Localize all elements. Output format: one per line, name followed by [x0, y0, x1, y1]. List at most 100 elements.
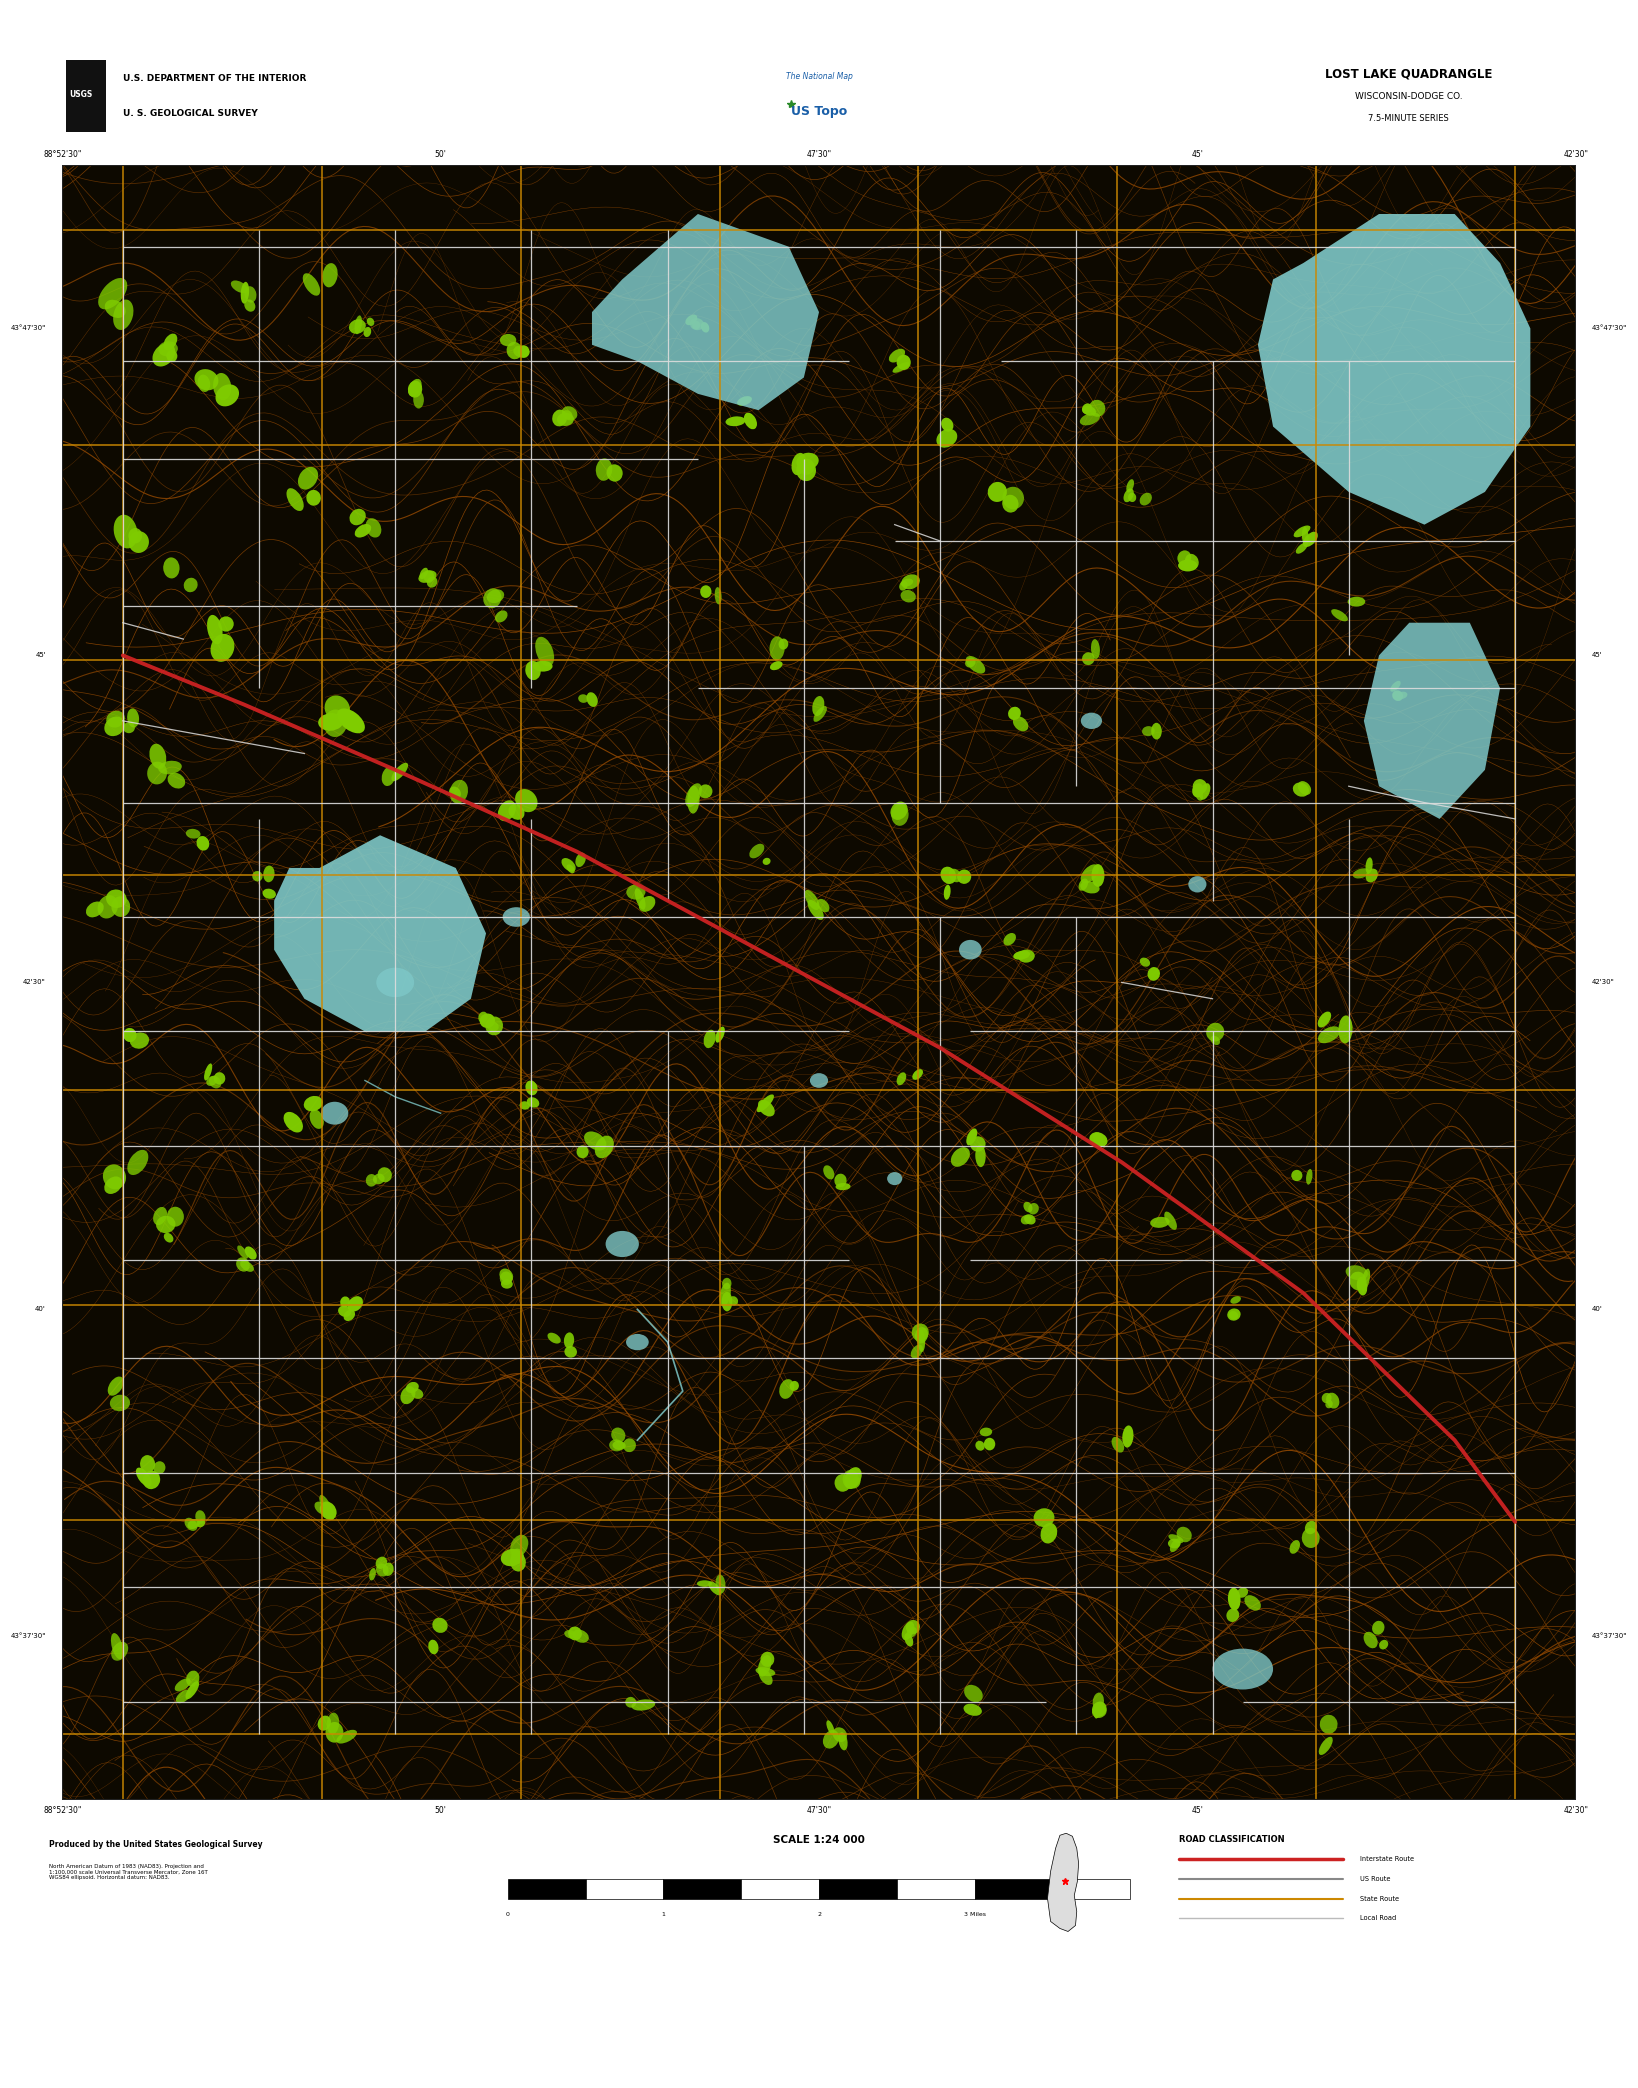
Ellipse shape — [606, 464, 622, 482]
Ellipse shape — [988, 482, 1007, 501]
Ellipse shape — [244, 1247, 257, 1259]
Ellipse shape — [719, 1282, 731, 1307]
Ellipse shape — [143, 1470, 161, 1489]
Ellipse shape — [626, 885, 645, 900]
Ellipse shape — [1014, 950, 1030, 960]
Ellipse shape — [252, 871, 262, 881]
Ellipse shape — [1210, 1036, 1220, 1046]
Text: USGS: USGS — [69, 90, 92, 98]
Ellipse shape — [106, 710, 124, 727]
Ellipse shape — [187, 1518, 200, 1528]
Ellipse shape — [241, 1261, 254, 1272]
Ellipse shape — [98, 278, 128, 309]
Ellipse shape — [636, 887, 645, 910]
Ellipse shape — [714, 587, 722, 603]
Ellipse shape — [501, 1549, 523, 1566]
Ellipse shape — [323, 263, 337, 288]
Ellipse shape — [164, 1232, 174, 1242]
Ellipse shape — [562, 858, 575, 871]
Text: 0: 0 — [506, 1913, 509, 1917]
Ellipse shape — [337, 1305, 351, 1318]
Ellipse shape — [547, 1332, 560, 1343]
Ellipse shape — [1338, 1015, 1353, 1044]
Ellipse shape — [585, 1132, 606, 1150]
Ellipse shape — [513, 347, 529, 357]
Ellipse shape — [408, 380, 423, 397]
Text: 42'30": 42'30" — [23, 979, 46, 986]
Ellipse shape — [506, 342, 523, 359]
Ellipse shape — [167, 351, 177, 361]
Ellipse shape — [1320, 1714, 1338, 1733]
Ellipse shape — [1040, 1522, 1057, 1543]
Ellipse shape — [1196, 789, 1202, 800]
Ellipse shape — [1366, 869, 1378, 883]
Ellipse shape — [845, 1468, 862, 1489]
Ellipse shape — [216, 384, 239, 407]
Ellipse shape — [400, 1386, 416, 1405]
Ellipse shape — [210, 1075, 221, 1088]
Ellipse shape — [1165, 1211, 1178, 1230]
Ellipse shape — [298, 468, 318, 489]
Ellipse shape — [1192, 783, 1204, 798]
Ellipse shape — [1373, 1620, 1384, 1635]
Ellipse shape — [213, 1071, 226, 1084]
Ellipse shape — [159, 340, 179, 357]
Ellipse shape — [573, 1629, 588, 1643]
Ellipse shape — [369, 1568, 375, 1581]
Ellipse shape — [205, 1063, 213, 1079]
Ellipse shape — [1184, 553, 1199, 570]
Ellipse shape — [912, 1324, 929, 1340]
Ellipse shape — [893, 361, 909, 374]
Text: 1: 1 — [662, 1913, 665, 1917]
Ellipse shape — [911, 1345, 922, 1359]
Ellipse shape — [770, 662, 783, 670]
Ellipse shape — [906, 1620, 921, 1635]
Ellipse shape — [631, 1700, 655, 1710]
Ellipse shape — [716, 1574, 726, 1593]
Ellipse shape — [1302, 532, 1319, 547]
Ellipse shape — [688, 785, 699, 814]
Ellipse shape — [563, 1332, 575, 1349]
Text: 43°37'30": 43°37'30" — [1592, 1633, 1628, 1639]
Ellipse shape — [123, 1027, 136, 1042]
Bar — [975, 1879, 1052, 1898]
Ellipse shape — [336, 1729, 357, 1743]
Ellipse shape — [966, 656, 986, 674]
Ellipse shape — [367, 317, 375, 326]
Ellipse shape — [105, 1176, 123, 1194]
Ellipse shape — [149, 743, 167, 768]
Text: 45': 45' — [36, 651, 46, 658]
Ellipse shape — [1297, 781, 1310, 796]
Bar — [66, 61, 106, 132]
Ellipse shape — [1089, 1132, 1107, 1148]
Ellipse shape — [1002, 495, 1019, 512]
Text: U.S. DEPARTMENT OF THE INTERIOR: U.S. DEPARTMENT OF THE INTERIOR — [123, 73, 306, 84]
Ellipse shape — [1230, 1297, 1242, 1303]
Text: 42'30": 42'30" — [1563, 150, 1589, 159]
Ellipse shape — [716, 1027, 726, 1042]
Ellipse shape — [419, 568, 428, 578]
Ellipse shape — [1122, 1426, 1133, 1447]
Text: 45': 45' — [1191, 1806, 1204, 1814]
Polygon shape — [1048, 1833, 1078, 1931]
Ellipse shape — [757, 1094, 775, 1113]
Text: Produced by the United States Geological Survey: Produced by the United States Geological… — [49, 1840, 262, 1850]
Ellipse shape — [1356, 1278, 1368, 1295]
Ellipse shape — [326, 1712, 339, 1735]
Ellipse shape — [622, 1439, 636, 1451]
Ellipse shape — [557, 413, 573, 426]
Ellipse shape — [891, 804, 909, 827]
Text: Local Road: Local Road — [1360, 1915, 1396, 1921]
Ellipse shape — [175, 1679, 190, 1691]
Ellipse shape — [685, 315, 698, 326]
Ellipse shape — [835, 1184, 850, 1190]
Ellipse shape — [195, 1510, 205, 1524]
Ellipse shape — [129, 530, 149, 553]
Ellipse shape — [236, 1257, 249, 1272]
Ellipse shape — [1081, 864, 1099, 883]
Ellipse shape — [187, 1670, 200, 1687]
Ellipse shape — [824, 1165, 834, 1180]
Ellipse shape — [527, 1096, 539, 1107]
Ellipse shape — [796, 459, 816, 480]
Ellipse shape — [501, 1280, 513, 1288]
